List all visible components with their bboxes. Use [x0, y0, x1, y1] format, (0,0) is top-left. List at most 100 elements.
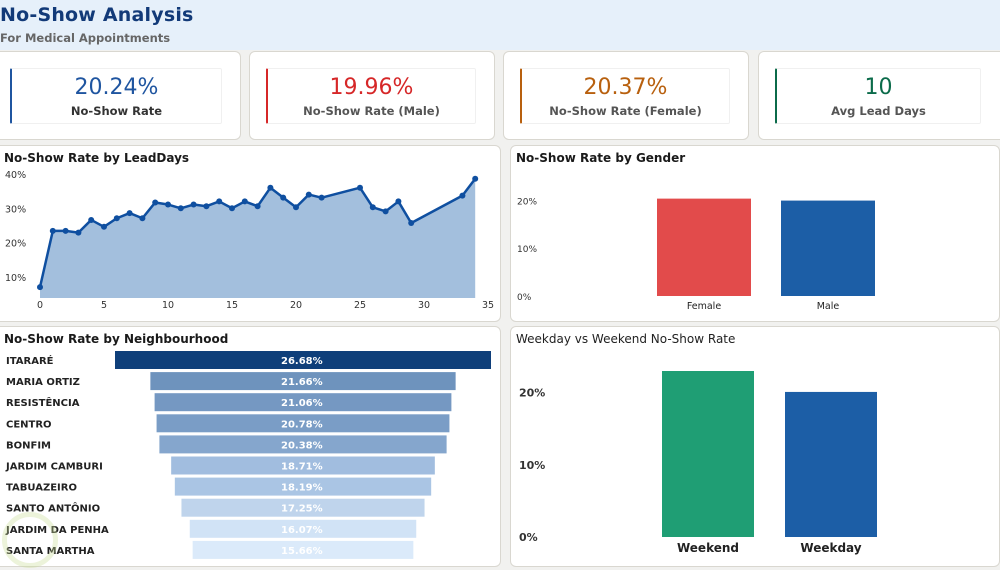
bar-male — [781, 200, 875, 296]
data-point — [229, 205, 235, 212]
funnel-bar — [181, 498, 425, 517]
x-tick-label: 5 — [101, 300, 107, 311]
leaddays-area-chart: 10% 20% 30% 40% 0 5 10 15 20 25 30 35 — [5, 170, 494, 311]
funnel-bar — [171, 456, 435, 475]
funnel-bar — [159, 435, 447, 454]
neighbourhood-funnel-chart: ITARARÉ 26.68% MARIA ORTIZ 21.66% RESISTÊNCI… — [5, 351, 491, 559]
dashboard-header: No-Show Analysis For Medical Appointment… — [0, 0, 1000, 50]
x-tick-label: 35 — [482, 300, 494, 311]
data-point — [357, 184, 363, 191]
data-point — [165, 201, 171, 208]
funnel-bar — [189, 519, 417, 538]
kpi-label: No-Show Rate (Male) — [303, 104, 440, 118]
weekday-weekend-bar-chart: 0% 10% 20% Weekend Weekday — [519, 371, 877, 555]
y-tick-label: 30% — [5, 204, 26, 215]
neighbourhood-chart-panel: No-Show Rate by Neighbourhood ITARARÉ 26.… — [0, 326, 501, 567]
x-tick-label: 20 — [290, 300, 302, 311]
data-point — [318, 194, 325, 201]
y-tick-label: 40% — [5, 170, 26, 181]
neighbourhood-label: JARDIM DA PENHA — [5, 525, 109, 536]
kpi-value: 20.24% — [74, 75, 159, 100]
data-label: 20.78% — [281, 419, 323, 430]
data-label: 20.38% — [281, 440, 323, 451]
data-label: 18.19% — [281, 483, 323, 494]
data-point — [177, 205, 184, 212]
chart-title: No-Show Rate by Gender — [516, 151, 686, 165]
data-point — [139, 215, 146, 222]
data-label: 21.06% — [281, 398, 323, 409]
data-point — [280, 194, 287, 201]
data-point — [305, 191, 312, 198]
x-tick-label: 0 — [37, 300, 43, 311]
y-tick-label: 10% — [519, 459, 545, 472]
data-point — [241, 198, 248, 205]
neighbourhood-label: TABUAZEIRO — [6, 483, 77, 494]
chart-title: No-Show Rate by LeadDays — [4, 151, 190, 165]
y-tick-label: 20% — [5, 239, 26, 250]
neighbourhood-label: JARDIM CAMBURI — [5, 462, 103, 473]
data-label: 16.07% — [281, 525, 323, 536]
x-tick-label: 25 — [354, 300, 366, 311]
data-point — [203, 203, 210, 210]
kpi-card-no-show-rate[interactable]: 20.24% No-Show Rate — [0, 51, 241, 140]
bar-weekend — [662, 371, 754, 537]
data-point — [472, 175, 479, 182]
bar-female — [657, 198, 751, 296]
gender-chart-panel: No-Show Rate by Gender 0% 10% 20% Female Mal… — [510, 145, 1000, 322]
funnel-bar — [115, 351, 491, 369]
data-point — [216, 198, 223, 205]
leaddays-chart-panel: No-Show Rate by LeadDays 10% 20% 30% 40% 0 5 1… — [0, 145, 501, 322]
data-point — [293, 204, 299, 211]
kpi-label: Avg Lead Days — [831, 104, 926, 118]
kpi-card-male-rate[interactable]: 19.96% No-Show Rate (Male) — [249, 51, 495, 140]
y-tick-label: 20% — [517, 197, 537, 207]
data-point — [459, 192, 466, 199]
funnel-bar — [156, 414, 450, 433]
x-category-label: Weekday — [800, 541, 861, 555]
kpi-value: 20.37% — [583, 75, 668, 100]
data-point — [190, 201, 197, 208]
funnel-bar — [192, 540, 414, 559]
neighbourhood-label: MARIA ORTIZ — [6, 377, 80, 388]
watermark-logo — [2, 512, 58, 568]
data-label: 17.25% — [281, 504, 323, 515]
funnel-bar — [150, 372, 456, 391]
x-tick-label: 10 — [162, 300, 174, 311]
data-point — [152, 199, 159, 206]
neighbourhood-label: ITARARÉ — [6, 354, 54, 367]
funnel-bar — [154, 393, 452, 412]
chart-title: Weekday vs Weekend No-Show Rate — [516, 332, 736, 346]
gender-bar-chart: 0% 10% 20% Female Male — [517, 197, 875, 312]
kpi-card-female-rate[interactable]: 20.37% No-Show Rate (Female) — [503, 51, 749, 140]
data-point — [88, 216, 95, 223]
bar-weekday — [785, 391, 877, 537]
data-point — [382, 208, 389, 215]
kpi-value: 19.96% — [329, 75, 414, 100]
data-point — [408, 220, 415, 227]
y-tick-label: 20% — [519, 387, 545, 400]
x-tick-label: 30 — [418, 300, 430, 311]
page-title: No-Show Analysis — [0, 4, 194, 26]
data-point — [126, 210, 133, 217]
y-tick-label: 10% — [517, 245, 537, 255]
y-tick-label: 0% — [519, 531, 538, 544]
neighbourhood-label: CENTRO — [6, 419, 52, 430]
x-category-label: Male — [817, 301, 840, 312]
data-label: 26.68% — [281, 356, 323, 367]
kpi-value: 10 — [864, 75, 893, 100]
data-label: 15.66% — [281, 546, 323, 557]
data-point — [113, 215, 120, 222]
chart-title: No-Show Rate by Neighbourhood — [4, 332, 229, 346]
data-point — [254, 203, 261, 210]
data-point — [101, 223, 107, 230]
neighbourhood-label: SANTO ANTÔNIO — [6, 502, 100, 515]
data-point — [37, 284, 43, 291]
neighbourhood-label: BONFIM — [6, 440, 51, 451]
kpi-label: No-Show Rate (Female) — [549, 104, 702, 118]
kpi-label: No-Show Rate — [70, 104, 163, 118]
data-point — [62, 227, 69, 234]
x-category-label: Weekend — [677, 541, 739, 555]
data-point — [75, 229, 82, 236]
kpi-card-avg-lead-days[interactable]: 10 Avg Lead Days — [758, 51, 1000, 140]
data-point — [369, 204, 376, 211]
